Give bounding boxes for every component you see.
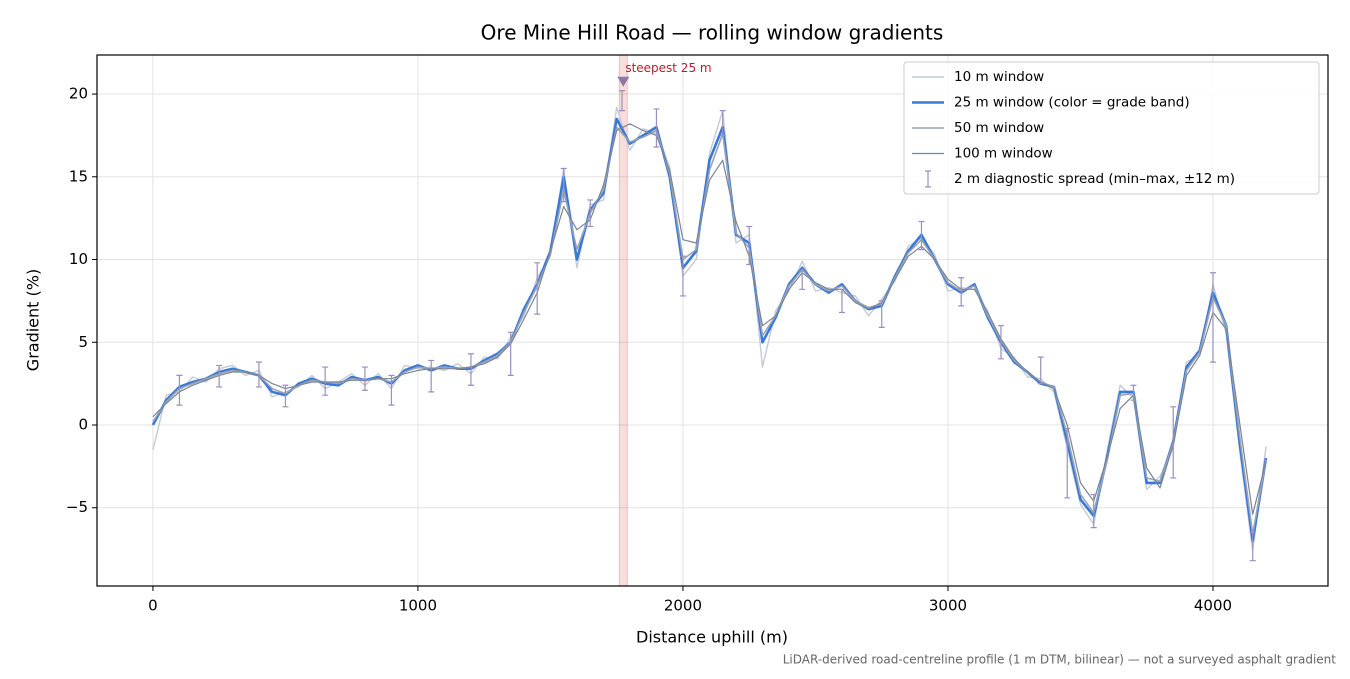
error-bar [216, 364, 223, 388]
error-bar [361, 366, 368, 391]
y-tick-label: 10 [69, 250, 88, 268]
error-bar [799, 270, 806, 290]
footnote: LiDAR-derived road-centreline profile (1… [783, 653, 1337, 667]
series-line [152, 126, 1267, 535]
error-bar [746, 225, 753, 266]
y-tick-label: −5 [66, 498, 88, 516]
error-bar [653, 108, 660, 148]
error-bar [618, 90, 625, 112]
plot-frame [96, 54, 1329, 587]
series-line [151, 117, 1268, 543]
error-bar [428, 359, 435, 393]
y-tick-label: 5 [78, 333, 88, 351]
error-bar [1130, 384, 1137, 401]
x-tick-label: 0 [148, 597, 158, 615]
error-bar [878, 300, 885, 328]
error-bar [467, 353, 474, 386]
error-bar [388, 374, 395, 406]
x-tick-label: 4000 [1194, 597, 1232, 615]
annotation: steepest 25 m [625, 61, 711, 75]
legend-label: 50 m window [954, 120, 1044, 136]
y-tick-label: 15 [69, 167, 88, 185]
error-bar [997, 325, 1004, 360]
error-bar [176, 374, 183, 406]
error-bar [560, 167, 567, 203]
error-bar [1170, 406, 1177, 479]
y-tick-label: 0 [78, 415, 88, 433]
error-bar [255, 361, 262, 388]
legend-label: 2 m diagnostic spread (min–max, ±12 m) [954, 171, 1235, 187]
legend-label: 25 m window (color = grade band) [954, 95, 1190, 111]
error-bar [534, 262, 541, 315]
chart-title: Ore Mine Hill Road — rolling window grad… [481, 21, 944, 45]
x-tick-label: 1000 [399, 597, 437, 615]
x-tick-label: 2000 [664, 597, 702, 615]
error-bar [1064, 427, 1071, 499]
legend-label: 10 m window [954, 69, 1044, 85]
error-bar [507, 331, 514, 376]
series-line [152, 123, 1267, 515]
y-tick-label: 20 [69, 85, 88, 103]
x-tick-label: 3000 [929, 597, 967, 615]
error-bar [679, 255, 686, 297]
error-bar [719, 109, 726, 137]
error-bar [322, 366, 329, 396]
error-bar [1249, 531, 1256, 562]
legend: 10 m window 25 m window (color = grade ba… [903, 61, 1320, 195]
error-bar [1209, 272, 1216, 363]
legend-label: 100 m window [954, 146, 1053, 162]
x-axis-label: Distance uphill (m) [636, 628, 788, 647]
legend-swatch [925, 170, 931, 188]
error-bar [1090, 493, 1097, 529]
error-bar [958, 277, 965, 307]
legend-box [903, 61, 1320, 195]
error-bar [282, 384, 289, 408]
error-bar [838, 288, 845, 314]
error-bar [587, 199, 594, 228]
y-axis-label: Gradient (%) [24, 269, 43, 371]
error-bar [1037, 356, 1044, 385]
error-bar [918, 220, 925, 251]
peak-marker [617, 76, 630, 87]
